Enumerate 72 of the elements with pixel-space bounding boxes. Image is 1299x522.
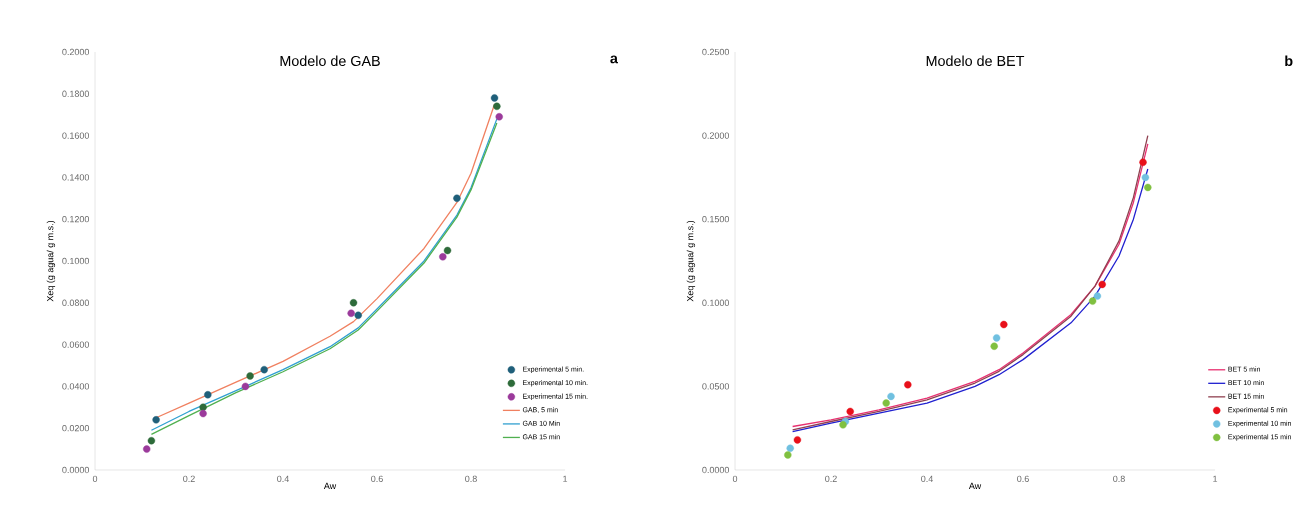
x-tick-label: 0.8: [1113, 475, 1125, 482]
point: [784, 451, 792, 459]
point: [204, 391, 212, 399]
point: [495, 113, 503, 121]
y-tick-label: 0.0200: [62, 425, 90, 432]
point: [493, 102, 501, 111]
point: [1144, 183, 1152, 192]
point: [1000, 320, 1008, 329]
y-axis-title: Xeq (g agua/ g m.s.): [46, 220, 56, 302]
y-tick-label: 0.1400: [62, 174, 90, 181]
point: [786, 444, 794, 452]
point: [1088, 297, 1097, 305]
point: [246, 372, 254, 380]
y-tick-label: 0.1200: [62, 216, 90, 223]
y-tick-label: 0.0000: [62, 466, 90, 474]
point: [453, 194, 461, 202]
point: [443, 246, 452, 255]
point: [839, 421, 847, 429]
point: [1141, 173, 1150, 182]
point: [349, 299, 358, 307]
y-tick-label: 0.0500: [702, 383, 730, 390]
x-tick-label: 1: [563, 475, 568, 482]
point: [143, 445, 151, 453]
point: [347, 309, 355, 317]
x-tick-label: 0.2: [183, 475, 195, 482]
point: [887, 392, 895, 401]
y-tick-label: 0.2000: [702, 132, 730, 139]
y-axis-title: Xeq (g agua/ g m.s.): [686, 220, 696, 302]
point: [1139, 158, 1147, 167]
point: [260, 365, 268, 374]
point: [490, 94, 499, 102]
point: [992, 334, 1001, 342]
x-tick-label: 0.2: [825, 475, 837, 482]
point: [199, 409, 207, 418]
point: [1098, 280, 1106, 289]
x-axis-title: Aw: [323, 482, 337, 489]
y-tick-label: 0.1600: [62, 132, 90, 139]
chart-title: Modelo de GAB: [280, 55, 380, 67]
point: [439, 253, 447, 261]
y-tick-label: 0.1000: [702, 299, 730, 306]
x-tick-label: 0: [732, 475, 738, 482]
x-tick-label: 0: [92, 475, 98, 482]
point: [793, 436, 802, 444]
y-tick-label: 0.2500: [702, 48, 730, 56]
point: [990, 342, 998, 350]
text: b: [1285, 55, 1293, 67]
point: [882, 399, 890, 407]
x-tick-label: 0.8: [465, 475, 477, 482]
chart-title: Modelo de BET: [926, 55, 1025, 67]
point: [354, 311, 362, 320]
y-tick-label: 0.1800: [62, 90, 90, 97]
y-tick-label: 0.0400: [62, 383, 90, 390]
point: [199, 403, 207, 411]
y-tick-label: 0.2000: [62, 48, 90, 56]
point: [147, 437, 156, 445]
point: [846, 407, 854, 416]
x-tick-label: 0.4: [921, 475, 933, 482]
point: [241, 382, 250, 391]
x-tick-label: 0.4: [277, 475, 289, 482]
x-axis-title: Aw: [968, 482, 982, 489]
point: [904, 381, 912, 389]
x-tick-label: 0.6: [371, 475, 383, 482]
y-tick-label: 0.0000: [702, 466, 730, 474]
point: [152, 416, 160, 424]
y-tick-label: 0.0600: [62, 341, 90, 348]
x-tick-label: 1: [1213, 475, 1218, 482]
text: a: [610, 55, 618, 64]
point: [1093, 292, 1102, 300]
y-tick-label: 0.1500: [702, 216, 730, 223]
x-tick-label: 0.6: [1017, 475, 1029, 482]
y-tick-label: 0.0800: [62, 299, 90, 306]
y-tick-label: 0.1000: [62, 257, 90, 265]
